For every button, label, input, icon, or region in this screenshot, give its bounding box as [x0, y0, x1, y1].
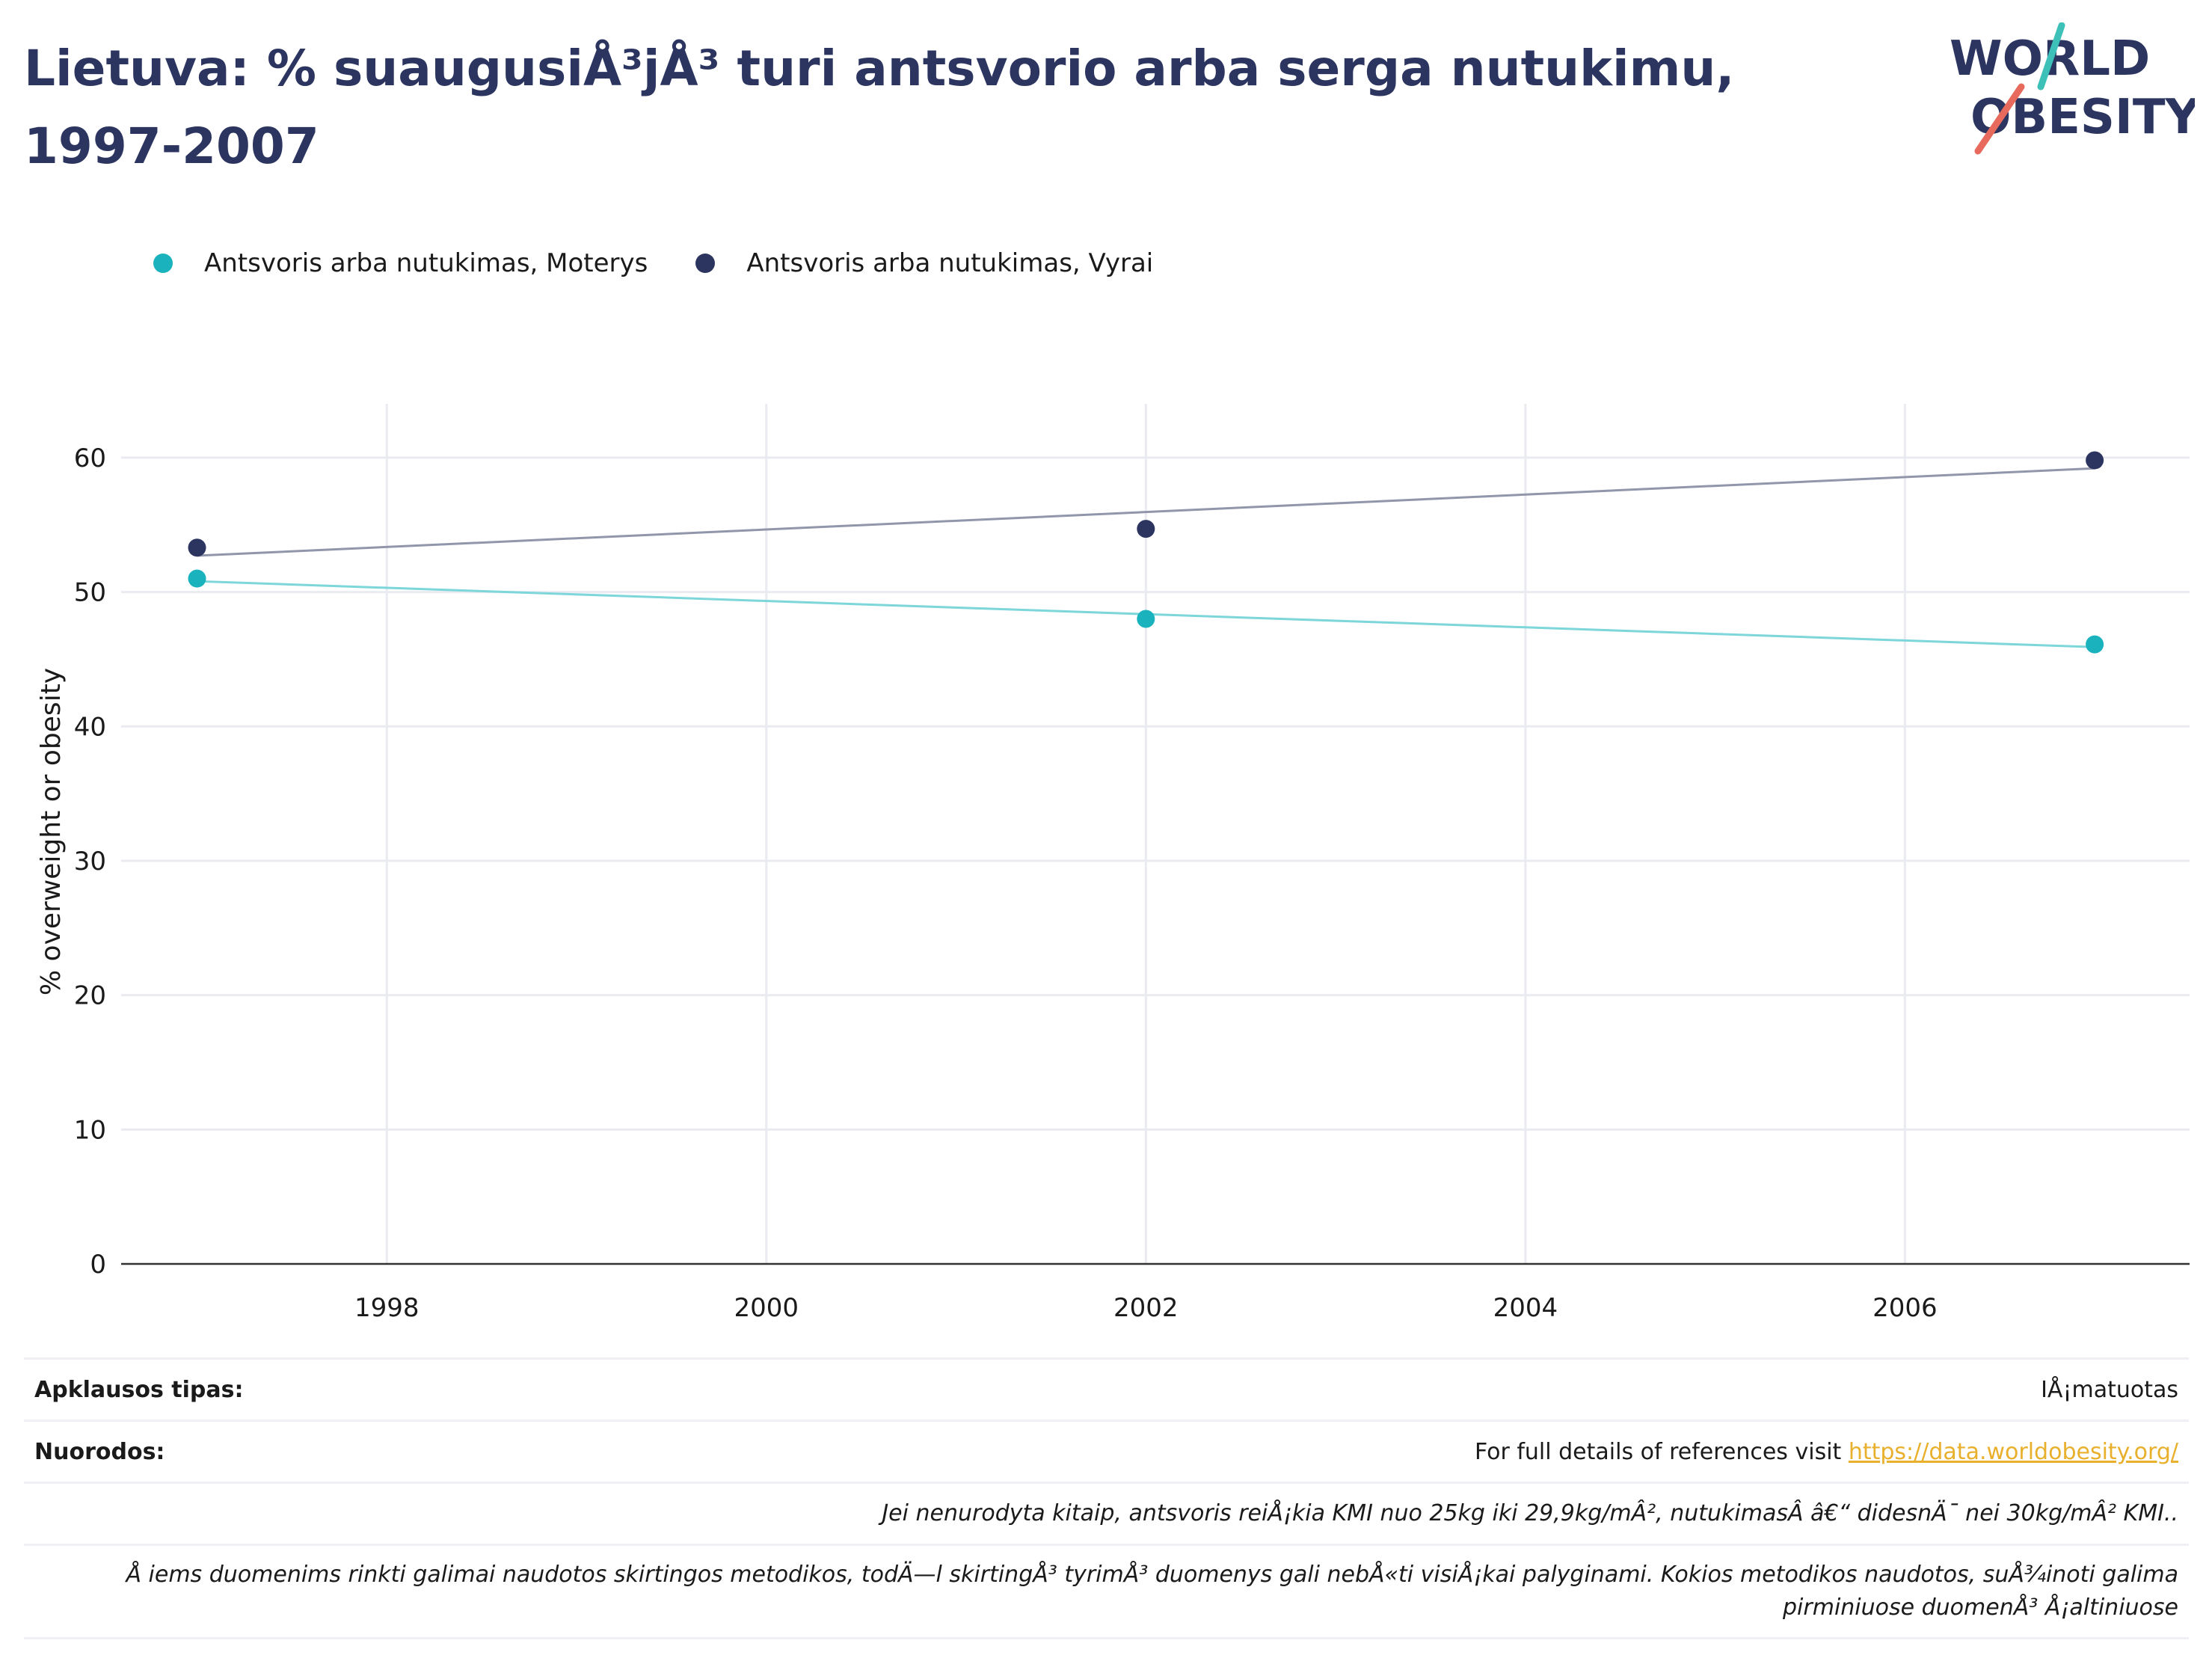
- x-tick-label-1998: 1998: [354, 1293, 420, 1323]
- chart-title: Lietuva: % suaugusiÅ³jÅ³ turi antsvorio …: [24, 40, 1735, 175]
- data-point-s0-1997[interactable]: [188, 569, 206, 588]
- definition-note: Jei nenurodyta kitaip, antsvoris reiÅ¡ki…: [882, 1500, 2178, 1526]
- y-tick-label-60: 60: [74, 443, 106, 473]
- y-tick-label-40: 40: [74, 712, 106, 742]
- notes-table: Apklausos tipas: IÅ¡matuotas Nuorodos: F…: [24, 1357, 2189, 1639]
- data-point-s1-2007[interactable]: [2086, 451, 2104, 470]
- data-point-s1-1997[interactable]: [188, 538, 206, 557]
- data-point-s0-2002[interactable]: [1137, 610, 1155, 628]
- legend: Antsvoris arba nutukimas, Moterys Antsvo…: [153, 247, 1201, 280]
- x-tick-label-2002: 2002: [1113, 1293, 1179, 1323]
- survey-type-value: IÅ¡matuotas: [2041, 1376, 2178, 1403]
- tick-labels: 1998 2000 2002 2004 2006 0 10 20 30 40 50 60: [74, 443, 1938, 1323]
- x-tick-label-2004: 2004: [1493, 1293, 1558, 1323]
- legend-label-men: Antsvoris arba nutukimas, Vyrai: [746, 248, 1154, 278]
- legend-dot-women: [153, 254, 173, 273]
- scatter-chart: 1998 2000 2002 2004 2006 0 10 20 30 40 50 60 % over…: [36, 404, 2190, 1323]
- y-tick-label-10: 10: [74, 1115, 106, 1145]
- x-tick-label-2006: 2006: [1872, 1293, 1938, 1323]
- references-label: Nuorodos:: [34, 1438, 165, 1465]
- logo-slash-coral: [1974, 83, 2025, 155]
- legend-item-women[interactable]: Antsvoris arba nutukimas, Moterys: [153, 248, 648, 278]
- survey-type-label: Apklausos tipas:: [34, 1376, 244, 1403]
- data-points: [188, 451, 2104, 654]
- y-tick-label-0: 0: [90, 1250, 106, 1280]
- survey-type-row: Apklausos tipas: IÅ¡matuotas: [24, 1357, 2189, 1419]
- legend-label-women: Antsvoris arba nutukimas, Moterys: [204, 248, 648, 278]
- legend-dot-men: [695, 254, 716, 273]
- y-tick-label-30: 30: [74, 847, 106, 877]
- definition-row: Jei nenurodyta kitaip, antsvoris reiÅ¡ki…: [24, 1482, 2189, 1544]
- references-text: For full details of references visit: [1474, 1438, 1849, 1465]
- x-tick-label-2000: 2000: [734, 1293, 799, 1323]
- y-axis-label: % overweight or obesity: [36, 668, 67, 995]
- y-tick-label-20: 20: [74, 981, 106, 1011]
- references-row: Nuorodos: For full details of references…: [24, 1419, 2189, 1482]
- methodology-note: Å iems duomenims rinkti galimai naudotos…: [126, 1562, 2178, 1621]
- logo-slash-teal: [2037, 22, 2065, 90]
- y-tick-label-50: 50: [74, 578, 106, 608]
- references-link[interactable]: https://data.worldobesity.org/: [1848, 1438, 2178, 1465]
- legend-item-men[interactable]: Antsvoris arba nutukimas, Vyrai: [695, 248, 1153, 278]
- trend-line-1: [197, 467, 2095, 557]
- grid-lines: [121, 404, 2190, 1264]
- methodology-row: Å iems duomenims rinkti galimai naudotos…: [24, 1544, 2189, 1639]
- world-obesity-logo: WORLD OBESITY: [1950, 22, 2195, 155]
- logo-word-obesity: OBESITY: [1970, 90, 2195, 145]
- references-value: For full details of references visit htt…: [1475, 1439, 2178, 1465]
- data-point-s1-2002[interactable]: [1137, 520, 1155, 538]
- data-point-s0-2007[interactable]: [2086, 635, 2104, 654]
